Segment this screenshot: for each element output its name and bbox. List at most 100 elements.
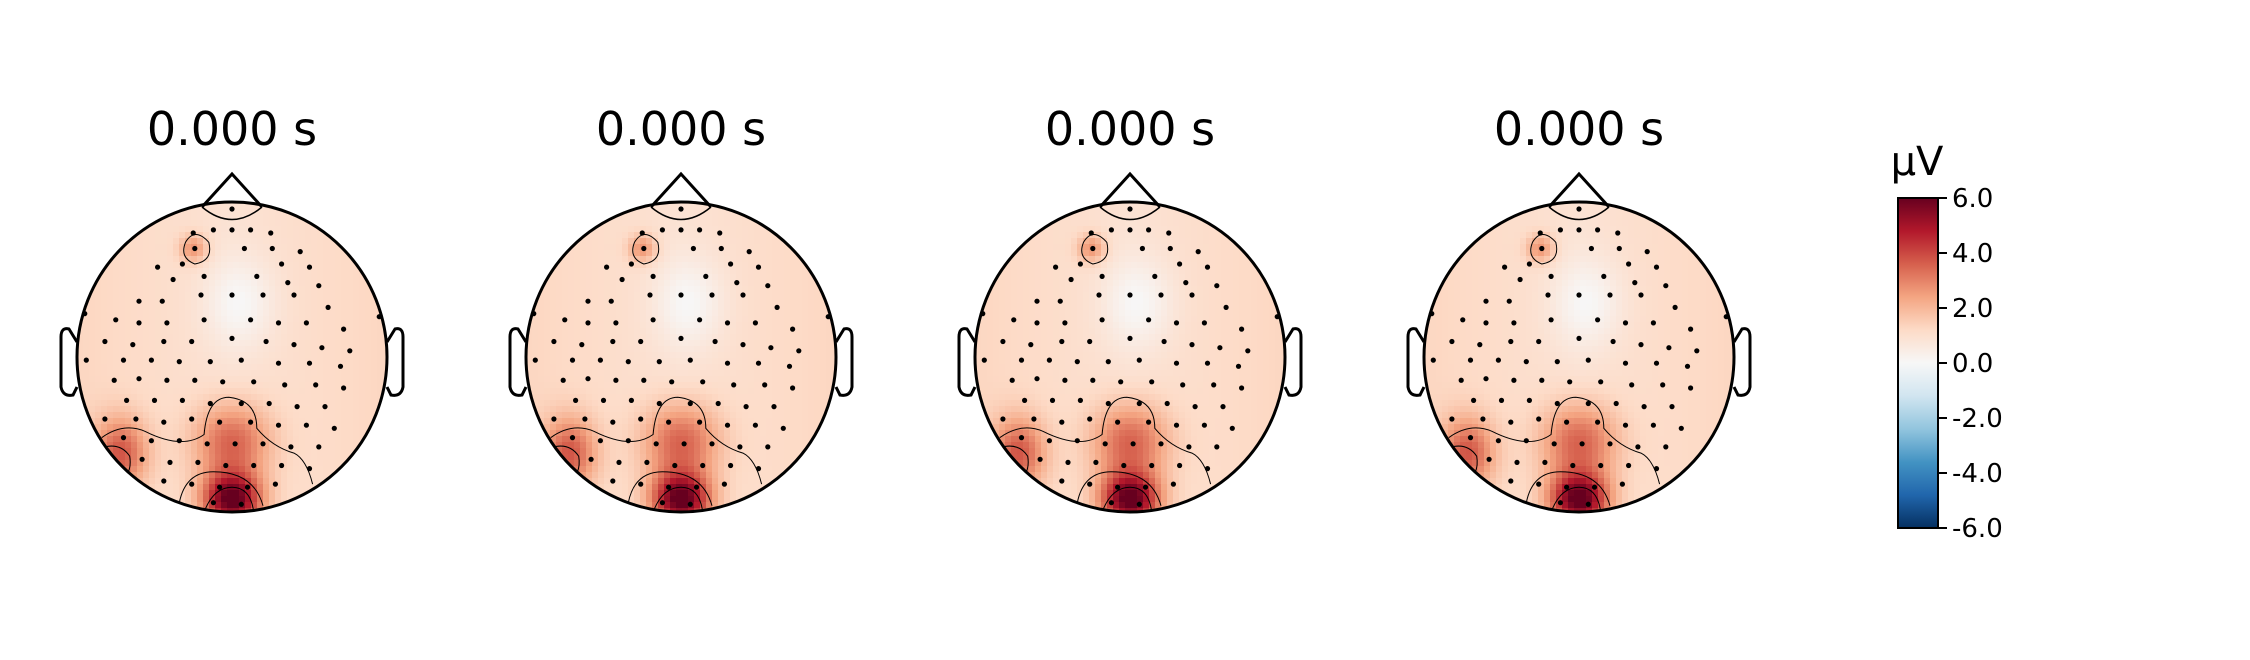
sensor-dot [1186, 444, 1192, 450]
sensor-dot [1000, 338, 1006, 345]
sensor-dot [825, 314, 831, 320]
sensor-dot [1214, 444, 1220, 450]
sensor-dot [1579, 441, 1585, 447]
sensor-dot [703, 273, 709, 279]
sensor-dot [1511, 377, 1517, 383]
topomap-2: 0.000 s [508, 102, 854, 514]
left-ear [59, 327, 79, 397]
sensor-dot [1495, 357, 1501, 363]
sensor-dot [120, 435, 127, 441]
sensor-dot [1274, 314, 1280, 320]
sensor-dot [1523, 438, 1529, 444]
sensor-dot [1177, 462, 1183, 469]
sensor-dot [1613, 400, 1619, 407]
sensor-dot [1678, 425, 1684, 431]
sensor-dot [1220, 404, 1226, 410]
sensor-dot [604, 264, 610, 270]
topomap-3: 0.000 s [957, 102, 1303, 514]
sensor-dot [755, 360, 762, 366]
sensor-dot [1235, 363, 1242, 369]
sensor-dot [697, 317, 703, 323]
sensor-dot [1009, 377, 1015, 383]
sensor-dot [179, 397, 185, 403]
sensor-dot [1607, 441, 1613, 447]
sensor-dot [1087, 416, 1093, 422]
sensor-dot [303, 320, 309, 326]
sensor-dot [192, 245, 198, 252]
sensor-dot [1158, 292, 1164, 298]
sensor-dot [1653, 360, 1660, 366]
sensor-dot [619, 276, 625, 283]
sensor-dot [260, 441, 266, 447]
sensor-dot [532, 357, 538, 363]
sensor-dot [148, 438, 154, 444]
sensor-dot [1622, 320, 1629, 326]
colorbar-tick-label: -2.0 [1952, 404, 2003, 434]
sensor-dot [1046, 357, 1052, 363]
sensor-dot [1118, 379, 1124, 385]
sensor-dot [238, 357, 244, 363]
sensor-dot [1557, 500, 1563, 506]
sensor-dot [1149, 379, 1155, 385]
sensor-dot [1595, 317, 1601, 323]
sensor-dot [111, 377, 117, 383]
sensor-dot [1173, 422, 1180, 428]
sensor-dot [1598, 379, 1604, 385]
head-outline [957, 171, 1303, 514]
sensor-dot [1585, 400, 1591, 407]
sensor-dot [1090, 245, 1096, 252]
sensor-dot [313, 382, 319, 388]
sensor-dot [1542, 459, 1548, 465]
sensor-dot [1622, 422, 1629, 428]
colorbar-tick-label: -6.0 [1952, 514, 2003, 544]
sensor-dot [1189, 292, 1195, 298]
sensor-dot [786, 363, 793, 369]
sensor-dot [136, 376, 142, 382]
sensor-dot [1554, 400, 1560, 407]
sensor-dot [613, 377, 619, 383]
nose-marker [1547, 171, 1611, 209]
sensor-dot [248, 317, 254, 323]
sensor-dot [279, 261, 285, 267]
sensor-dot [774, 304, 780, 310]
sensor-dot [83, 357, 89, 363]
sensor-dot [1065, 459, 1071, 465]
sensor-dot [1576, 227, 1582, 233]
sensor-dot [1146, 419, 1152, 425]
sensor-dot [1684, 363, 1691, 369]
sensor-dot [130, 342, 136, 348]
sensor-dot [569, 357, 576, 363]
sensor-dot [1229, 425, 1235, 431]
sensor-markers [980, 206, 1280, 507]
sensor-dot [1046, 438, 1052, 444]
sensor-dot [644, 459, 650, 465]
sensor-dot [740, 342, 746, 348]
sensor-dot [1506, 298, 1512, 304]
sensor-dot [268, 230, 274, 236]
sensor-dot [190, 230, 196, 236]
sensor-dot [981, 357, 987, 363]
sensor-dot [176, 359, 182, 365]
sensor-dot [610, 338, 616, 345]
sensor-dot [1548, 273, 1554, 279]
sensor-dot [161, 419, 167, 425]
sensor-dot [1164, 400, 1170, 407]
sensor-dot [220, 379, 226, 385]
sensor-dot [585, 298, 591, 304]
sensor-dot [1217, 345, 1223, 351]
sensor-dot [762, 382, 768, 388]
sensor-dot [201, 273, 207, 279]
sensor-dot [1429, 311, 1435, 317]
sensor-dot [189, 481, 195, 487]
sensor-dot [1650, 320, 1656, 326]
sensor-dot [316, 444, 322, 450]
sensor-dot [1557, 227, 1563, 233]
sensor-dot [337, 363, 344, 369]
sensor-dot [768, 345, 774, 351]
sensor-dot [765, 283, 771, 289]
sensor-dot [678, 206, 684, 212]
sensor-dot [638, 416, 644, 422]
sensor-dot [1189, 342, 1195, 348]
sensor-dot [1062, 377, 1068, 383]
sensor-dot [715, 400, 721, 407]
